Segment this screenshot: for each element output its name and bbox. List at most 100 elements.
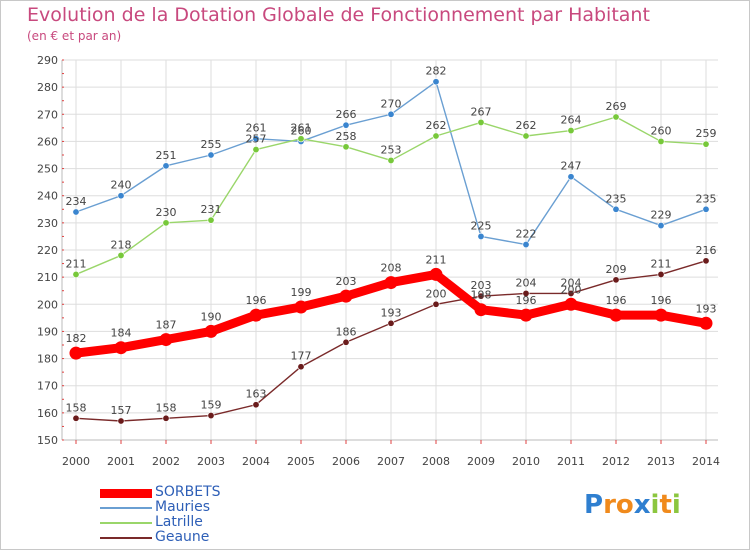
data-label-mauries: 222 [516, 228, 537, 241]
data-label-mauries: 251 [156, 149, 177, 162]
data-label-sorbets: 182 [66, 332, 87, 345]
point-mauries [342, 121, 350, 129]
legend-item-geaune: Geaune [100, 529, 300, 545]
y-tick-label: 150 [37, 434, 58, 447]
point-sorbets [159, 333, 173, 347]
x-tick-label: 2006 [332, 455, 360, 468]
data-label-geaune: 159 [201, 399, 222, 412]
point-sorbets [294, 300, 308, 314]
data-label-geaune: 200 [426, 287, 447, 300]
data-label-mauries: 261 [246, 122, 267, 135]
point-geaune [252, 401, 260, 409]
point-latrille [657, 137, 665, 145]
x-tick-label: 2005 [287, 455, 315, 468]
data-label-latrille: 257 [246, 133, 267, 146]
point-sorbets [519, 308, 533, 322]
legend-label: Mauries [155, 499, 211, 515]
data-label-latrille: 218 [111, 238, 132, 251]
point-geaune [432, 300, 440, 308]
chart-title: Evolution de la Dotation Globale de Fonc… [27, 4, 650, 26]
data-label-latrille: 262 [516, 119, 537, 132]
point-geaune [522, 289, 530, 297]
data-label-geaune: 216 [696, 244, 717, 257]
legend-swatch [100, 537, 152, 539]
data-label-latrille: 211 [66, 257, 87, 270]
x-tick-label: 2010 [512, 455, 540, 468]
point-mauries [702, 205, 710, 213]
y-tick-label: 280 [37, 81, 58, 94]
point-latrille [702, 140, 710, 148]
point-mauries [387, 110, 395, 118]
point-sorbets [429, 267, 443, 281]
y-tick-label: 170 [37, 380, 58, 393]
point-geaune [207, 412, 215, 420]
point-latrille [252, 146, 260, 154]
legend-item-latrille: Latrille [100, 514, 300, 530]
data-label-latrille: 258 [336, 130, 357, 143]
point-mauries [657, 222, 665, 230]
point-geaune [612, 276, 620, 284]
point-geaune [72, 414, 80, 422]
data-label-geaune: 157 [111, 404, 132, 417]
x-tick-label: 2003 [197, 455, 225, 468]
point-latrille [567, 127, 575, 135]
point-geaune [567, 289, 575, 297]
data-label-sorbets: 211 [426, 253, 447, 266]
point-latrille [297, 135, 305, 143]
point-latrille [207, 216, 215, 224]
data-label-sorbets: 200 [561, 283, 582, 296]
data-label-geaune: 193 [381, 306, 402, 319]
point-sorbets [654, 308, 668, 322]
y-tick-label: 270 [37, 108, 58, 121]
data-label-latrille: 260 [651, 124, 672, 137]
data-label-sorbets: 187 [156, 319, 177, 332]
x-tick-label: 2008 [422, 455, 450, 468]
data-label-mauries: 255 [201, 138, 222, 151]
point-geaune [387, 319, 395, 327]
data-label-geaune: 204 [561, 276, 582, 289]
proxiti-logo: Proxiti [584, 490, 681, 520]
data-label-geaune: 158 [156, 401, 177, 414]
data-label-latrille: 261 [291, 122, 312, 135]
logo-letter: i [650, 490, 660, 520]
data-label-mauries: 270 [381, 97, 402, 110]
legend-swatch [100, 489, 152, 498]
data-label-latrille: 259 [696, 127, 717, 140]
point-latrille [522, 132, 530, 140]
point-latrille [432, 132, 440, 140]
data-label-mauries: 266 [336, 108, 357, 121]
y-tick-label: 290 [37, 54, 58, 67]
data-label-mauries: 247 [561, 160, 582, 173]
x-tick-label: 2009 [467, 455, 495, 468]
x-tick-label: 2012 [602, 455, 630, 468]
point-sorbets [564, 297, 578, 311]
point-latrille [162, 219, 170, 227]
legend-item-mauries: Mauries [100, 499, 300, 515]
y-tick-label: 180 [37, 353, 58, 366]
data-label-latrille: 253 [381, 143, 402, 156]
y-tick-label: 160 [37, 407, 58, 420]
point-mauries [252, 135, 260, 143]
point-geaune [657, 270, 665, 278]
data-label-mauries: 235 [606, 192, 627, 205]
logo-letter: i [671, 490, 681, 520]
data-label-sorbets: 193 [696, 302, 717, 315]
y-tick-label: 210 [37, 271, 58, 284]
point-geaune [702, 257, 710, 265]
data-label-geaune: 211 [651, 257, 672, 270]
point-sorbets [609, 308, 623, 322]
data-label-latrille: 230 [156, 206, 177, 219]
point-sorbets [204, 324, 218, 338]
data-label-geaune: 203 [471, 279, 492, 292]
logo-letter: P [584, 490, 604, 520]
data-label-latrille: 269 [606, 100, 627, 113]
x-tick-label: 2007 [377, 455, 405, 468]
point-mauries [72, 208, 80, 216]
point-sorbets [339, 289, 353, 303]
point-sorbets [699, 316, 713, 330]
point-sorbets [474, 303, 488, 317]
point-mauries [117, 192, 125, 200]
logo-letter: o [615, 490, 634, 520]
data-label-mauries: 260 [291, 124, 312, 137]
point-latrille [72, 270, 80, 278]
